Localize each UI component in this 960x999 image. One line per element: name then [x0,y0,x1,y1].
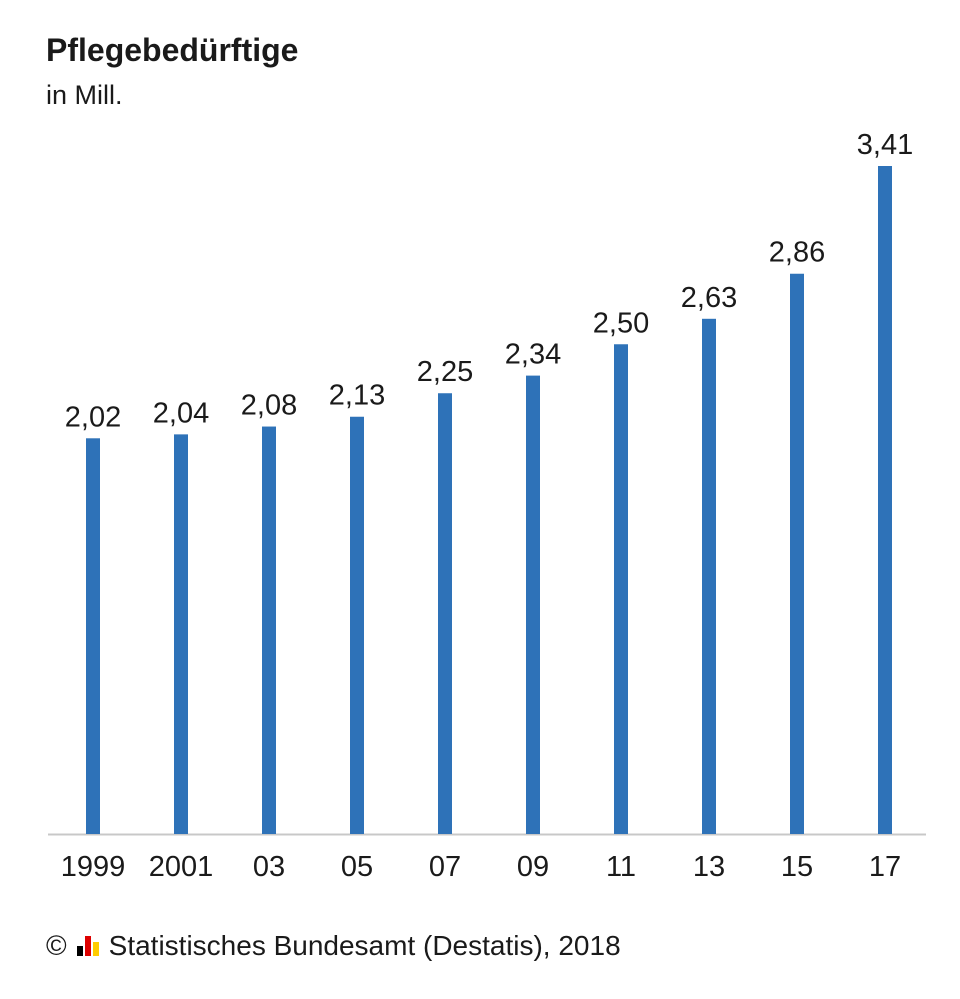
data-label: 3,41 [857,129,913,161]
data-label: 2,34 [505,339,561,371]
data-label: 2,50 [593,307,649,339]
x-tick-label: 2001 [149,851,214,883]
data-label: 2,08 [241,390,297,422]
x-tick-label: 11 [606,851,636,883]
data-label: 2,13 [329,380,385,412]
x-tick-label: 03 [253,851,285,883]
bar [878,166,892,834]
logo-bar-black [76,946,83,956]
copyright-symbol: © [46,930,67,961]
bar [86,438,100,834]
bar [438,393,452,834]
data-label: 2,63 [681,282,737,314]
bar [350,416,364,834]
bar [526,375,540,834]
x-tick-label: 05 [341,851,373,883]
data-label: 2,04 [153,397,209,429]
chart-title: Pflegebedürftige [46,32,299,68]
bar [614,344,628,834]
bar [702,318,716,834]
x-tick-label: 09 [517,851,549,883]
bar [262,426,276,834]
x-tick-label: 07 [429,851,461,883]
data-label: 2,02 [65,401,121,433]
x-tick-label: 13 [693,851,725,883]
bar [790,273,804,834]
logo-bar-gold [92,942,99,956]
bar [174,434,188,834]
logo-bar-red [84,936,91,956]
data-label: 2,25 [417,356,473,388]
chart-subtitle: in Mill. [46,80,123,110]
data-label: 2,86 [769,237,825,269]
source-line: © Statistisches Bundesamt (Destatis), 20… [46,930,621,962]
x-tick-label: 17 [869,851,901,883]
x-tick-label: 1999 [61,851,126,883]
x-tick-label: 15 [781,851,813,883]
source-text: Statistisches Bundesamt (Destatis), 2018 [108,930,621,961]
destatis-logo-icon [76,936,99,956]
